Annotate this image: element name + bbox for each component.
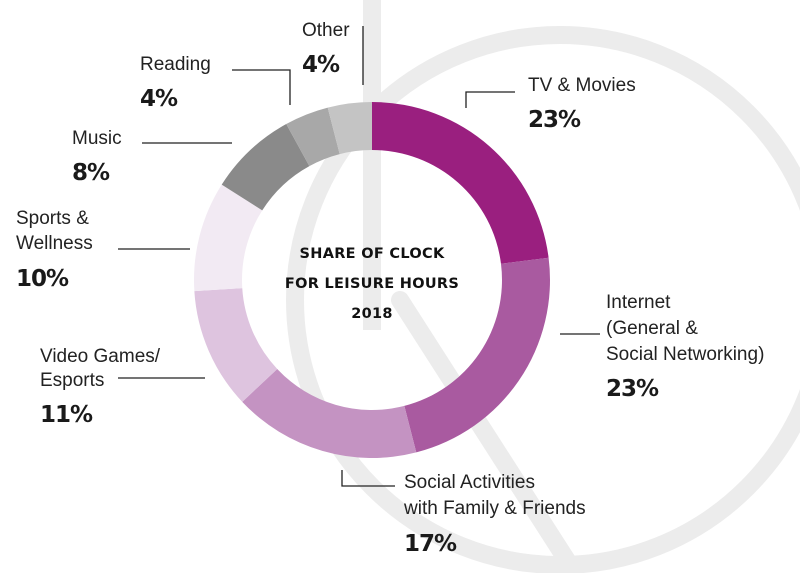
donut-slice-sports — [194, 184, 263, 292]
leader-line-tv-movies — [465, 91, 515, 108]
chart-title-line-1: SHARE OF CLOCK — [300, 246, 445, 262]
donut-slice-reading — [286, 107, 340, 167]
social-activities-label-line-1: Social Activities — [404, 472, 535, 493]
reading-value: 4% — [140, 86, 178, 112]
donut-slice-other — [327, 102, 372, 155]
donut-slices — [194, 102, 550, 459]
music-value: 8% — [72, 160, 110, 186]
donut-slice-internet — [404, 257, 550, 453]
tv-movies-value: 23% — [528, 107, 581, 133]
chart-title-line-3: 2018 — [351, 306, 393, 322]
leader-lines — [118, 26, 600, 487]
video-games-label-line-1: Video Games/ — [40, 346, 161, 367]
music-label: Music — [72, 128, 122, 149]
tv-movies-label: TV & Movies — [528, 75, 636, 96]
watermark-large-ring — [286, 26, 800, 573]
watermark-diagonal-line — [391, 291, 584, 573]
internet-label-line-1: Internet — [606, 292, 671, 313]
donut-slice-music — [221, 124, 310, 211]
reading-label: Reading — [140, 54, 211, 75]
chart-title-line-2: FOR LEISURE HOURS — [285, 276, 459, 292]
internet-value: 23% — [606, 376, 659, 402]
internet-label-line-2: (General & — [606, 318, 698, 339]
sports-wellness-value: 10% — [16, 266, 69, 292]
background-watermark — [286, 0, 800, 573]
internet-label-line-3: Social Networking) — [606, 344, 764, 365]
sports-wellness-label-line-2: Wellness — [16, 233, 93, 254]
leader-line-social-activities — [341, 470, 395, 487]
video-games-label-line-2: Esports — [40, 370, 104, 391]
video-games-value: 11% — [40, 402, 93, 428]
social-activities-value: 17% — [404, 531, 457, 557]
slice-labels: TV & Movies 23% Internet (General & Soci… — [16, 20, 764, 557]
social-activities-label-line-2: with Family & Friends — [403, 498, 586, 519]
leader-line-reading — [232, 69, 291, 105]
sports-wellness-label-line-1: Sports & — [16, 208, 89, 229]
other-label: Other — [302, 20, 350, 41]
other-value: 4% — [302, 52, 340, 78]
donut-slice-social-activities — [242, 368, 417, 459]
donut-slice-tv-movies — [372, 102, 549, 264]
donut-slice-video-games — [194, 288, 278, 402]
